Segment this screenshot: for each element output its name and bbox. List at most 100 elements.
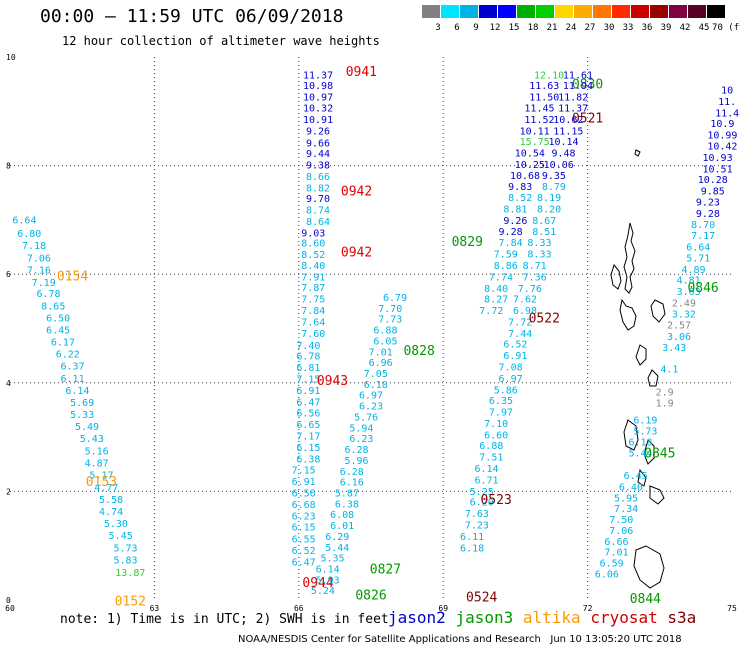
wave-height-value: 7.75 [301, 295, 325, 306]
wave-height-value: 8.74 [306, 206, 330, 217]
wave-height-value: 6.66 [604, 537, 628, 548]
pass-time-label: 0152 [115, 595, 146, 610]
legend-label: 3 [435, 23, 441, 33]
wave-height-value: 5.43 [80, 434, 104, 445]
coastline [635, 344, 647, 366]
wave-height-value: 6.88 [479, 441, 503, 452]
coastline [610, 263, 622, 290]
wave-height-value: 5.17 [89, 471, 113, 482]
wave-height-value: 6.40 [619, 483, 643, 494]
wave-height-value: 8.82 [306, 183, 330, 194]
wave-height-value: 5.94 [349, 423, 373, 434]
legend-label: 30 [603, 23, 615, 33]
pass-time-label: 0942 [341, 245, 372, 260]
wave-height-value: 9.26 [306, 126, 330, 137]
wave-height-value: 6.91 [292, 477, 316, 488]
wave-height-value: 7.36 [523, 272, 547, 283]
wave-height-value: 8.60 [301, 239, 325, 250]
legend-label: 18 [527, 23, 539, 33]
legend-label: 21 [546, 23, 558, 33]
legend-swatch [517, 5, 535, 18]
wave-height-value: 6.97 [359, 391, 383, 402]
wave-height-value: 5.49 [75, 422, 99, 433]
legend-label: 27 [584, 23, 596, 33]
wave-height-value: 11.52 [524, 115, 554, 126]
wave-height-value: 6.38 [296, 454, 320, 465]
coastline [650, 299, 666, 323]
wave-height-value: 6.47 [292, 557, 316, 568]
legend-label: 9 [473, 23, 479, 33]
y-tick-label: 10 [6, 53, 16, 62]
wave-height-value: 2.49 [672, 298, 696, 309]
pass-time-label: 0828 [403, 344, 434, 359]
pass-time-label: 0944 [302, 576, 333, 591]
wave-height-value: 11.50 [529, 93, 559, 104]
wave-height-value: 9.38 [306, 161, 330, 172]
wave-height-value: 10.62 [553, 115, 583, 126]
wave-height-value: 6.64 [12, 215, 36, 226]
legend-label: 42 [679, 23, 691, 33]
wave-height-value: 6.17 [51, 338, 75, 349]
wave-height-value: 6.68 [292, 500, 316, 511]
wave-height-value: 7.60 [301, 329, 325, 340]
coastline [623, 222, 636, 294]
legend-label: 39 [660, 23, 672, 33]
pass-time-label: 0827 [370, 563, 401, 578]
wave-height-value: 8.52 [508, 193, 532, 204]
pass-time-label: 0521 [572, 111, 603, 126]
chart-subtitle: 12 hour collection of altimeter wave hei… [62, 34, 380, 48]
wave-height-value: 7.18 [22, 241, 46, 252]
wave-height-value: 13.87 [115, 568, 145, 579]
wave-height-value: 6.91 [296, 386, 320, 397]
wave-height-value: 3.06 [667, 332, 691, 343]
wave-height-value: 7.97 [489, 408, 513, 419]
legend-swatch [669, 5, 687, 18]
wave-height-value: 6.60 [484, 430, 508, 441]
wave-height-value: 5.24 [311, 586, 335, 597]
wave-height-value: 10.98 [303, 81, 333, 92]
wave-height-value: 7.19 [32, 278, 56, 289]
wave-height-value: 6.96 [369, 358, 393, 369]
wave-height-value: 11.61 [563, 70, 593, 81]
wave-height-value: 8.66 [306, 172, 330, 183]
wave-height-value: 6.38 [335, 499, 359, 510]
wave-height-value: 7.44 [508, 329, 532, 340]
wave-height-value: 6.23 [349, 434, 373, 445]
legend-swatch [441, 5, 459, 18]
legend-swatch [460, 5, 478, 18]
wave-height-value: 3.63 [677, 287, 701, 298]
wave-height-value: 3.32 [672, 309, 696, 320]
wave-height-value: 6.08 [330, 510, 354, 521]
wave-height-value: 1.9 [656, 398, 674, 409]
wave-height-value: 6.56 [292, 488, 316, 499]
wave-height-value: 7.17 [296, 431, 320, 442]
wave-height-value: 8.71 [523, 261, 547, 272]
legend-swatch [555, 5, 573, 18]
wave-height-value: 8.33 [527, 250, 551, 261]
satellite-label: cryosat [590, 608, 668, 627]
wave-height-value: 9.28 [499, 227, 523, 238]
wave-height-value: 8.20 [537, 204, 561, 215]
wave-height-value: 9.23 [696, 197, 720, 208]
wave-height-value: 6.22 [56, 349, 80, 360]
wave-height-value: 11.82 [558, 93, 588, 104]
wave-height-value: 6.56 [296, 409, 320, 420]
wave-height-value: 8.65 [41, 302, 65, 313]
wave-height-value: 7.17 [691, 231, 715, 242]
wave-height-value: 6.16 [340, 478, 364, 489]
wave-height-value: 2.57 [667, 321, 691, 332]
wave-height-value: 10.06 [544, 160, 574, 171]
wave-height-value: 6.37 [61, 361, 85, 372]
legend-swatch [574, 5, 592, 18]
x-tick-label: 66 [294, 604, 304, 613]
legend-label: 6 [454, 23, 460, 33]
legend-label: 24 [565, 23, 577, 33]
wave-height-value: 7.62 [513, 295, 537, 306]
coastline [619, 298, 637, 331]
pass-time-label: 0845 [644, 446, 675, 461]
wave-height-value: 4.1 [660, 365, 678, 376]
credit-line: NOAA/NESDIS Center for Satellite Applica… [238, 634, 682, 645]
wave-height-value: 11.45 [524, 103, 554, 114]
wave-height-value: 10.97 [303, 93, 333, 104]
chart-title: 00:00 – 11:59 UTC 06/09/2018 [40, 6, 344, 27]
